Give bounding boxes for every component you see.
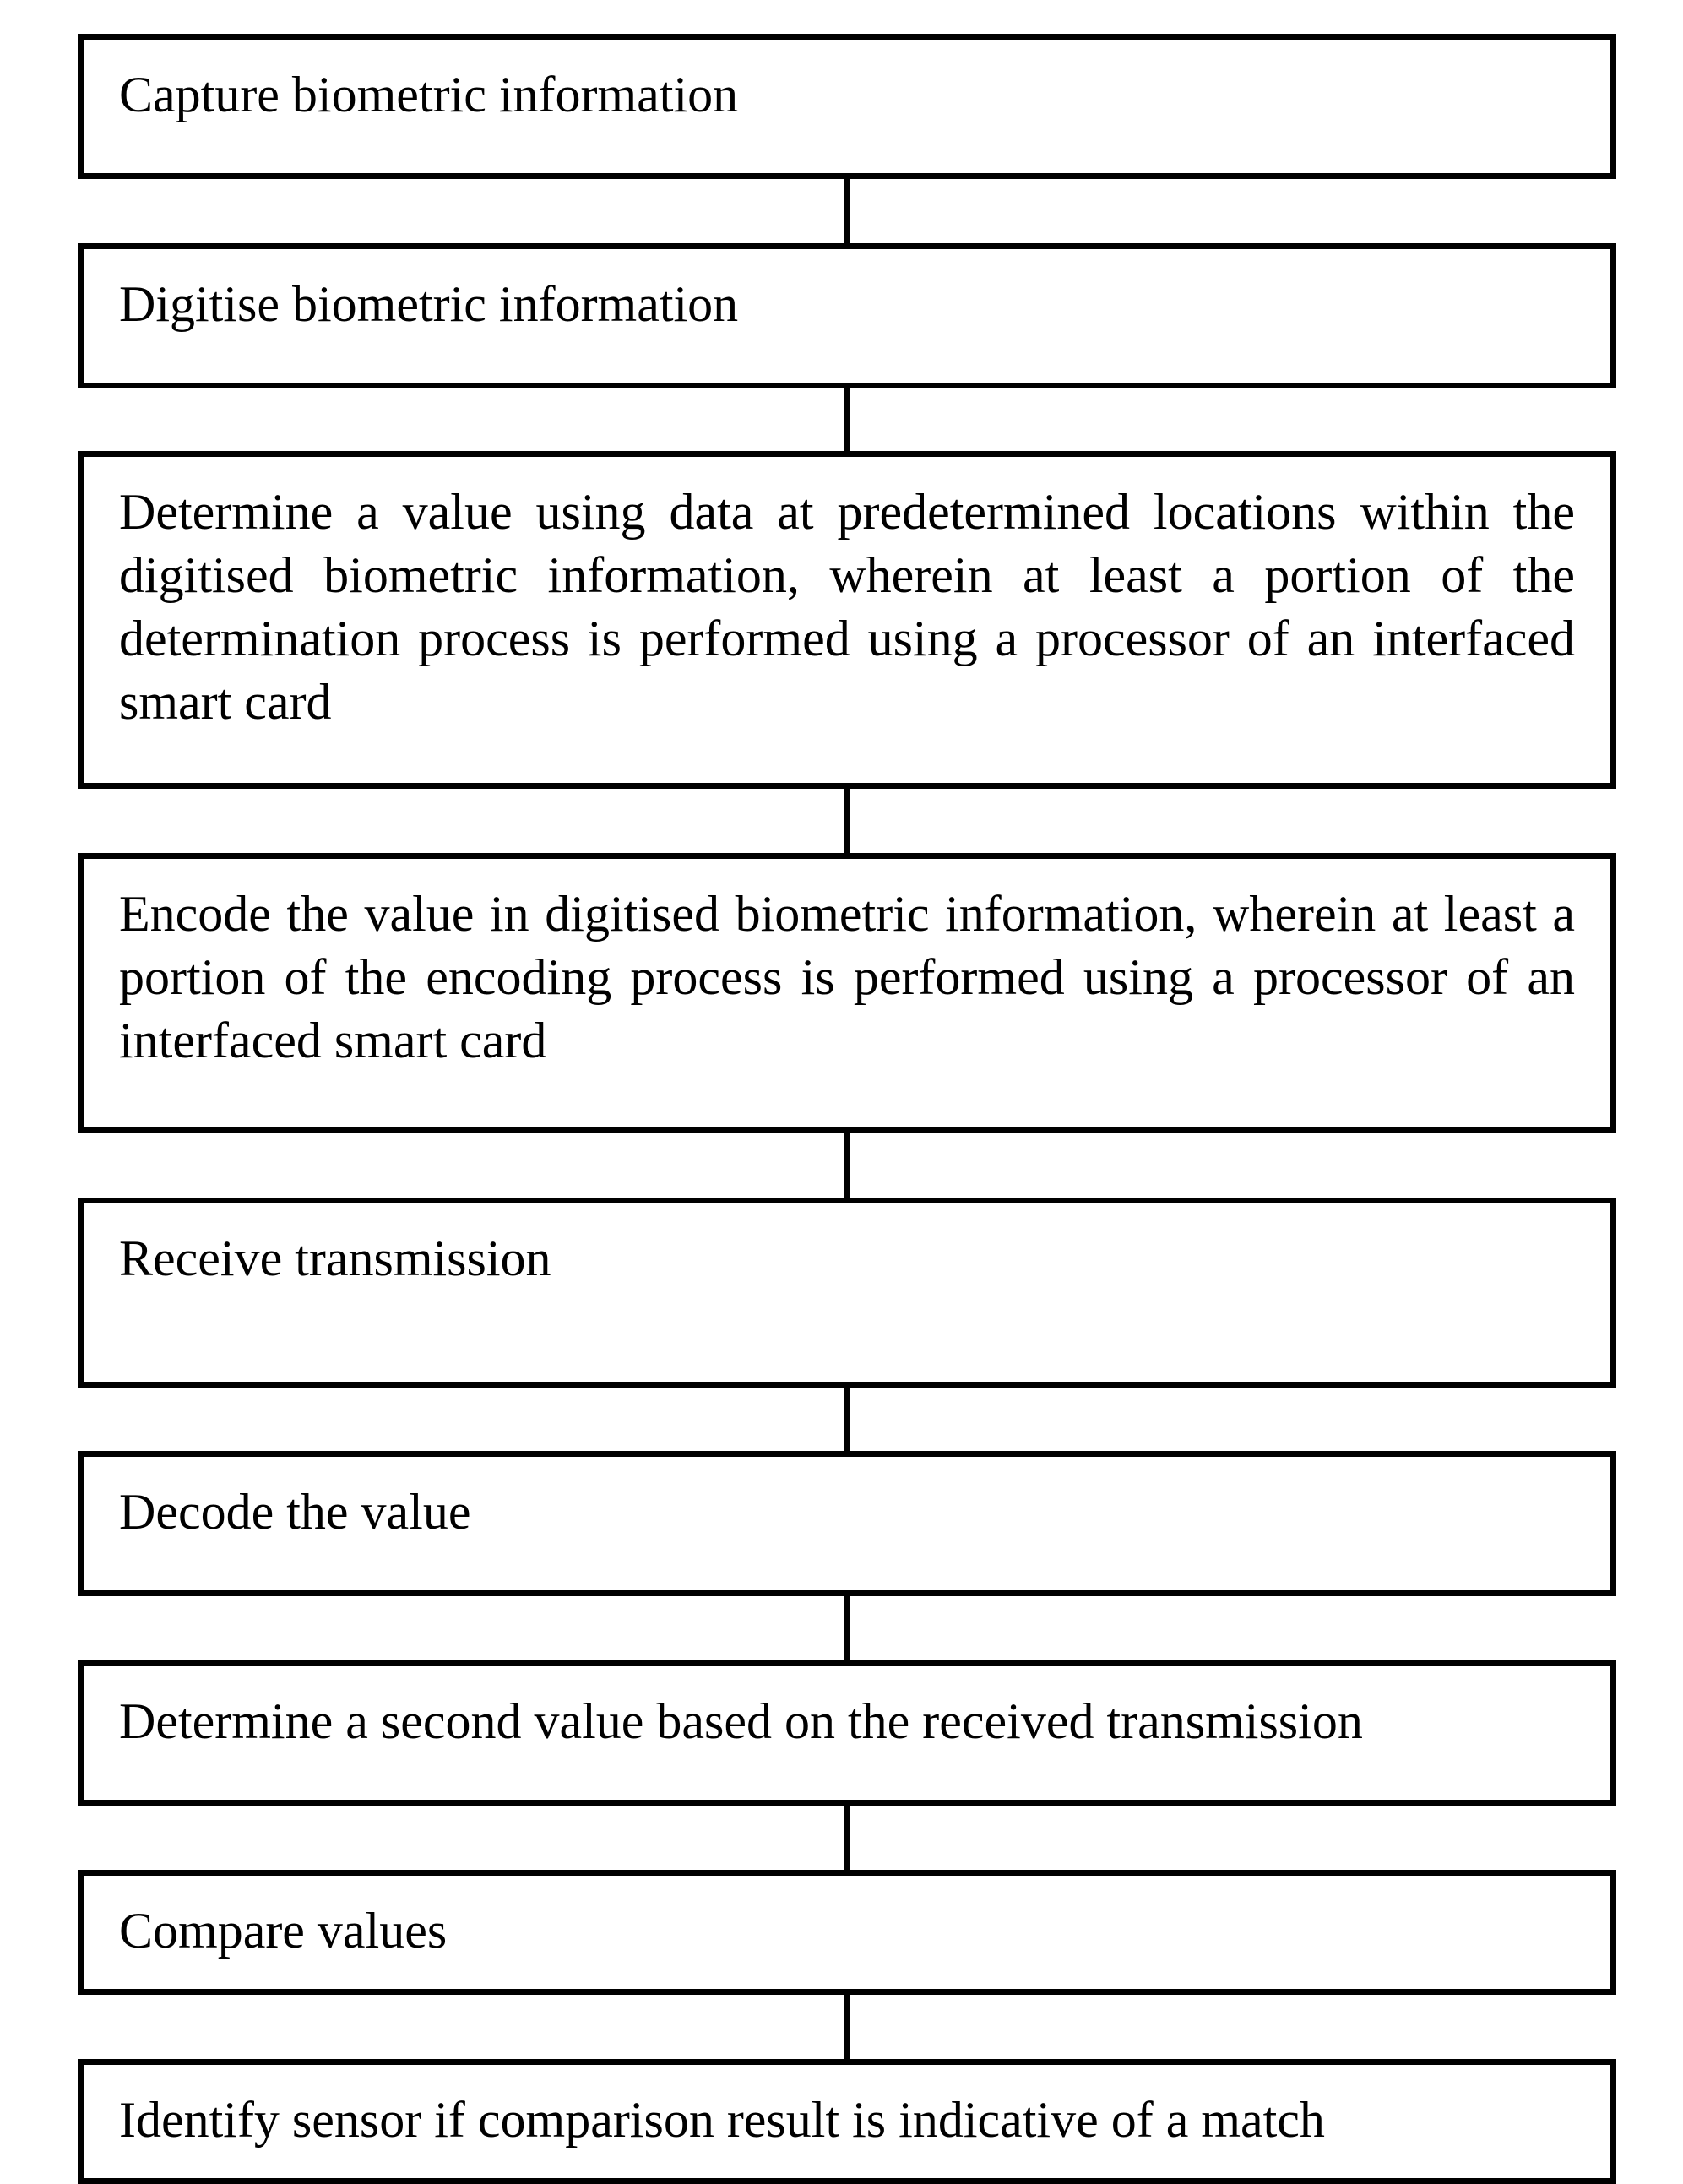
step-box-6: Decode the value [78,1451,1616,1596]
step-box-5: Receive transmission [78,1198,1616,1388]
step-box-1: Capture biometric information [78,34,1616,179]
step-label: Receive transmission [119,1231,551,1286]
step-label: Determine a value using data at predeter… [119,484,1575,730]
step-box-3: Determine a value using data at predeter… [78,451,1616,789]
step-label: Identify sensor if comparison result is … [119,2092,1325,2148]
step-label: Compare values [119,1903,447,1959]
connector-8-9 [844,1995,850,2059]
step-label: Digitise biometric information [119,276,738,332]
step-label: Encode the value in digitised biometric … [119,886,1575,1068]
step-box-8: Compare values [78,1870,1616,1995]
step-box-2: Digitise biometric information [78,243,1616,388]
connector-5-6 [844,1388,850,1451]
step-box-4: Encode the value in digitised biometric … [78,853,1616,1133]
step-label: Determine a second value based on the re… [119,1693,1363,1749]
flowchart-canvas: Capture biometric information Digitise b… [0,0,1683,2097]
connector-2-3 [844,388,850,451]
step-box-9: Identify sensor if comparison result is … [78,2059,1616,2184]
step-label: Capture biometric information [119,67,738,122]
connector-7-8 [844,1806,850,1870]
connector-1-2 [844,179,850,243]
connector-3-4 [844,789,850,853]
connector-6-7 [844,1596,850,1660]
step-label: Decode the value [119,1484,470,1540]
step-box-7: Determine a second value based on the re… [78,1660,1616,1806]
connector-4-5 [844,1133,850,1198]
